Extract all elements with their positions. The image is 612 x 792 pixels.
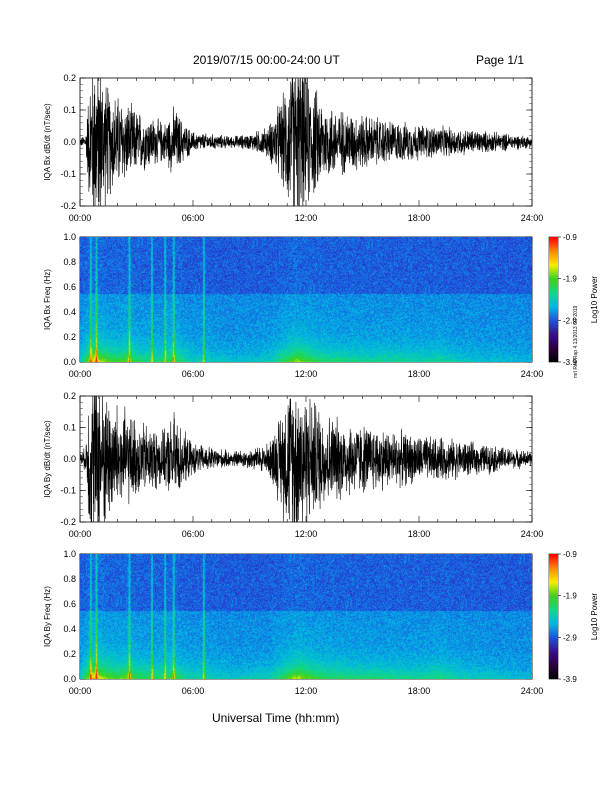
spectrogram-image bbox=[80, 554, 532, 679]
x-tick-label: 24:00 bbox=[521, 529, 544, 539]
colorbar bbox=[549, 554, 558, 679]
x-tick-label: 06:00 bbox=[182, 213, 205, 223]
y-tick-label: 0.8 bbox=[63, 574, 76, 584]
x-tick-label: 06:00 bbox=[182, 686, 205, 696]
colorbar-tick-label: -3.9 bbox=[563, 358, 577, 367]
colorbar-tick-label: -1.9 bbox=[563, 275, 577, 284]
y-tick-label: 0.8 bbox=[63, 257, 76, 267]
x-tick-label: 12:00 bbox=[295, 686, 318, 696]
y-axis-label: IQA Bx Freq (Hz) bbox=[43, 269, 52, 330]
y-tick-label: 1.0 bbox=[63, 232, 76, 242]
y-tick-label: -0.1 bbox=[60, 169, 76, 179]
y-tick-label: -0.1 bbox=[60, 486, 76, 496]
y-tick-label: 0.1 bbox=[63, 105, 76, 115]
y-tick-label: 0.6 bbox=[63, 282, 76, 292]
y-tick-label: -0.2 bbox=[60, 201, 76, 211]
y-axis-label: IQA By Freq (Hz) bbox=[43, 586, 52, 647]
x-axis-title: Universal Time (hh:mm) bbox=[212, 711, 340, 725]
y-tick-label: 0.0 bbox=[63, 137, 76, 147]
x-tick-label: 00:00 bbox=[69, 529, 92, 539]
x-tick-label: 00:00 bbox=[69, 369, 92, 379]
plot-title: 2019/07/15 00:00-24:00 UT bbox=[193, 53, 340, 67]
y-axis-label: IQA Bx dB/dt (nT/sec) bbox=[43, 103, 52, 181]
colorbar-tick-label: -0.9 bbox=[563, 233, 577, 242]
colorbar-tick-label: -2.9 bbox=[563, 316, 577, 325]
y-tick-label: 0.0 bbox=[63, 454, 76, 464]
x-tick-label: 18:00 bbox=[408, 369, 431, 379]
x-tick-label: 00:00 bbox=[69, 213, 92, 223]
series-trace-group bbox=[80, 78, 532, 206]
y-tick-label: 0.2 bbox=[63, 332, 76, 342]
x-tick-label: 24:00 bbox=[521, 213, 544, 223]
series-trace bbox=[80, 396, 532, 522]
colorbar bbox=[549, 237, 558, 362]
colorbar-label: Log10 Power bbox=[590, 593, 599, 640]
y-tick-label: 0.2 bbox=[63, 391, 76, 401]
y-tick-label: 0.2 bbox=[63, 649, 76, 659]
x-tick-label: 18:00 bbox=[408, 686, 431, 696]
y-tick-label: 0.0 bbox=[63, 357, 76, 367]
y-tick-label: 1.0 bbox=[63, 549, 76, 559]
x-tick-label: 12:00 bbox=[295, 369, 318, 379]
y-tick-label: 0.4 bbox=[63, 307, 76, 317]
colorbar-label: Log10 Power bbox=[590, 276, 599, 323]
x-tick-label: 12:00 bbox=[295, 213, 318, 223]
x-tick-label: 24:00 bbox=[521, 686, 544, 696]
y-tick-label: 0.2 bbox=[63, 73, 76, 83]
x-tick-label: 06:00 bbox=[182, 369, 205, 379]
y-tick-label: -0.2 bbox=[60, 517, 76, 527]
colorbar-tick-label: -3.9 bbox=[563, 675, 577, 684]
y-tick-label: 0.6 bbox=[63, 599, 76, 609]
x-tick-label: 06:00 bbox=[182, 529, 205, 539]
colorbar-tick-label: -2.9 bbox=[563, 633, 577, 642]
x-tick-label: 24:00 bbox=[521, 369, 544, 379]
colorbar-tick-label: -1.9 bbox=[563, 592, 577, 601]
x-tick-label: 12:00 bbox=[295, 529, 318, 539]
y-axis-label: IQA By dB/dt (nT/sec) bbox=[43, 420, 52, 498]
y-tick-label: 0.1 bbox=[63, 423, 76, 433]
colorbar-tick-label: -0.9 bbox=[563, 550, 577, 559]
x-tick-label: 18:00 bbox=[408, 213, 431, 223]
x-tick-label: 00:00 bbox=[69, 686, 92, 696]
series-trace-group bbox=[80, 396, 532, 522]
y-tick-label: 0.0 bbox=[63, 674, 76, 684]
spectrogram-image bbox=[80, 237, 532, 362]
y-tick-label: 0.4 bbox=[63, 624, 76, 634]
series-trace bbox=[80, 78, 532, 206]
page-label: Page 1/1 bbox=[476, 53, 525, 67]
x-tick-label: 18:00 bbox=[408, 529, 431, 539]
